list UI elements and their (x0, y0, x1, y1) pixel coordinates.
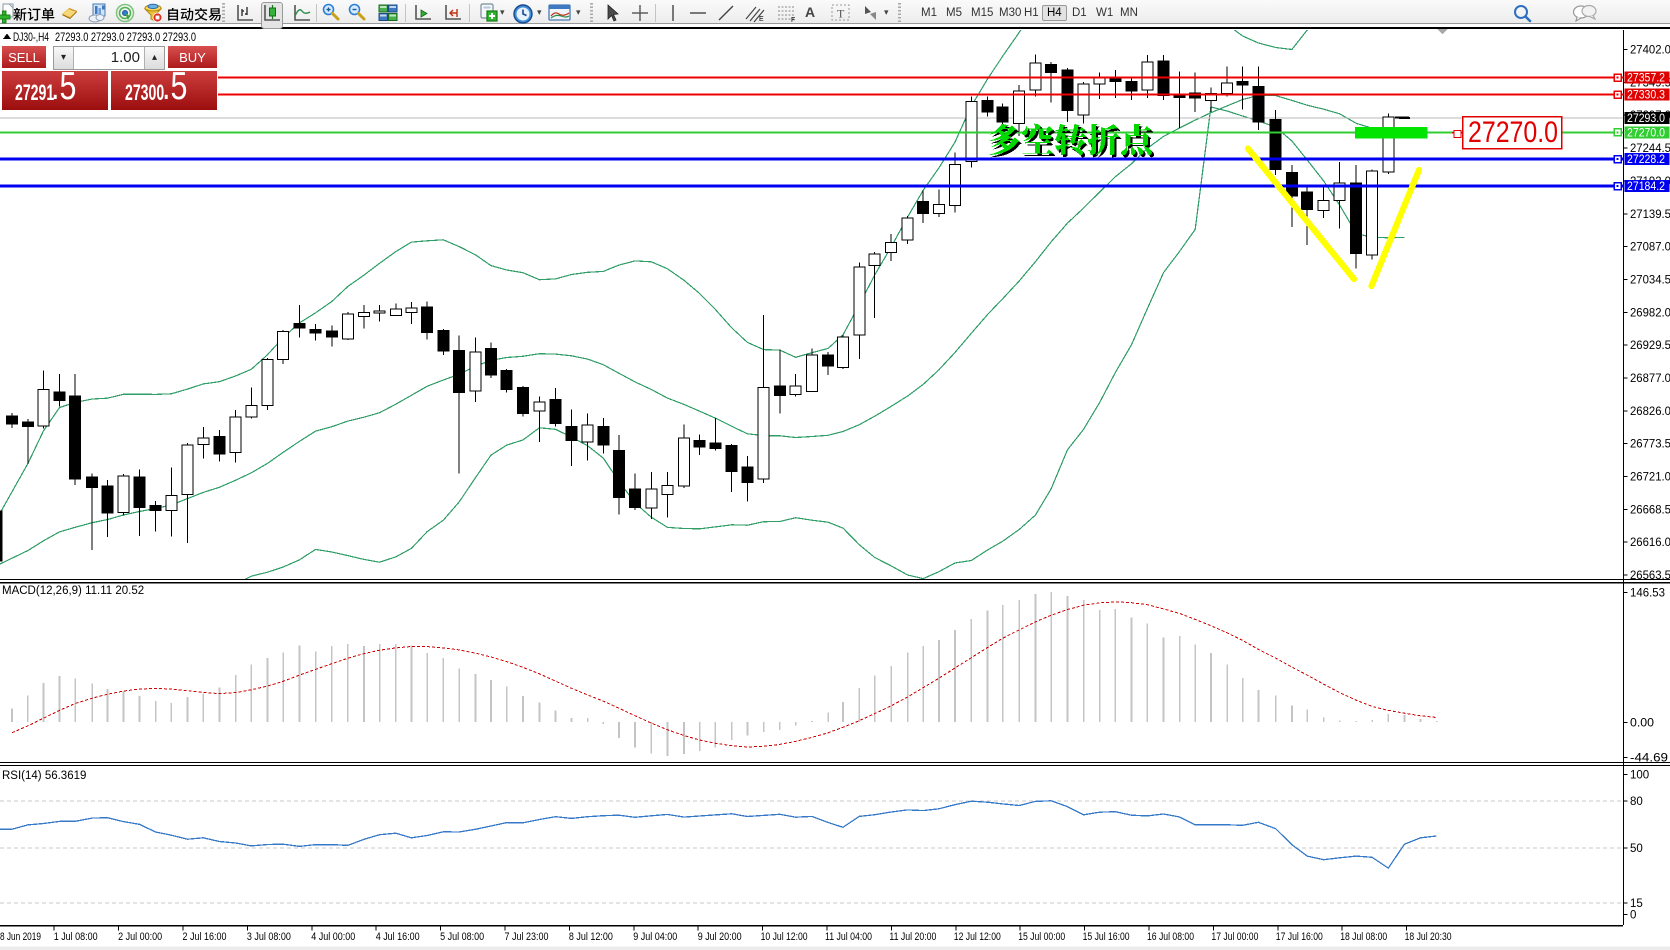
svg-text:2 Jul 00:00: 2 Jul 00:00 (118, 931, 162, 943)
svg-text:27293.0: 27293.0 (1627, 113, 1665, 125)
svg-text:16 Jul 08:00: 16 Jul 08:00 (1147, 931, 1194, 943)
svg-text:27270.0: 27270.0 (1627, 127, 1665, 139)
svg-text:8 Jul 12:00: 8 Jul 12:00 (569, 931, 613, 943)
svg-text:0: 0 (1630, 909, 1636, 921)
svg-text:27228.2: 27228.2 (1627, 154, 1665, 166)
svg-text:26877.0: 26877.0 (1630, 373, 1670, 385)
svg-text:26721.0: 26721.0 (1630, 472, 1670, 484)
svg-text:27293.0 27293.0 27293.0 27293.: 27293.0 27293.0 27293.0 27293.0 (55, 30, 196, 44)
svg-text:RSI(14) 56.3619: RSI(14) 56.3619 (2, 770, 86, 782)
svg-text:T: T (837, 7, 845, 21)
svg-text:26563.5: 26563.5 (1630, 570, 1670, 582)
svg-text:-44.69: -44.69 (1630, 753, 1668, 765)
svg-text:18 Jul 08:00: 18 Jul 08:00 (1340, 931, 1387, 943)
svg-text:26668.5: 26668.5 (1630, 504, 1670, 516)
svg-text:DJ30-,H4: DJ30-,H4 (13, 30, 49, 44)
svg-text:80: 80 (1630, 796, 1643, 808)
svg-text:E: E (759, 16, 764, 23)
svg-text:F: F (791, 17, 795, 23)
svg-text:27087.0: 27087.0 (1630, 242, 1670, 254)
svg-text:146.53: 146.53 (1630, 588, 1665, 600)
svg-text:27139.5: 27139.5 (1630, 209, 1670, 221)
svg-text:7 Jul 23:00: 7 Jul 23:00 (505, 931, 549, 943)
svg-text:4 Jul 00:00: 4 Jul 00:00 (311, 931, 355, 943)
svg-text:27270.0: 27270.0 (1468, 116, 1558, 149)
svg-text:27402.0: 27402.0 (1630, 45, 1670, 57)
svg-text:10 Jul 12:00: 10 Jul 12:00 (761, 931, 808, 943)
svg-text:8 Jun 2019: 8 Jun 2019 (0, 931, 41, 943)
svg-text:26826.0: 26826.0 (1630, 406, 1670, 418)
svg-text:9 Jul 04:00: 9 Jul 04:00 (633, 931, 677, 943)
svg-text:27357.2: 27357.2 (1627, 73, 1665, 85)
svg-text:17 Jul 16:00: 17 Jul 16:00 (1276, 931, 1323, 943)
svg-text:4 Jul 16:00: 4 Jul 16:00 (376, 931, 420, 943)
svg-text:11 Jul 04:00: 11 Jul 04:00 (825, 931, 872, 943)
svg-text:15 Jul 00:00: 15 Jul 00:00 (1018, 931, 1065, 943)
svg-text:27034.5: 27034.5 (1630, 274, 1670, 286)
svg-text:2 Jul 16:00: 2 Jul 16:00 (183, 931, 227, 943)
svg-text:26773.5: 26773.5 (1630, 439, 1670, 451)
svg-text:27184.2: 27184.2 (1627, 181, 1665, 193)
svg-text:17 Jul 00:00: 17 Jul 00:00 (1211, 931, 1258, 943)
svg-text:26616.0: 26616.0 (1630, 537, 1670, 549)
svg-text:18 Jul 20:30: 18 Jul 20:30 (1405, 931, 1452, 943)
svg-text:15 Jul 16:00: 15 Jul 16:00 (1083, 931, 1130, 943)
svg-text:MACD(12,26,9) 11.11 20.52: MACD(12,26,9) 11.11 20.52 (2, 585, 144, 597)
svg-text:3 Jul 08:00: 3 Jul 08:00 (247, 931, 291, 943)
svg-text:26929.5: 26929.5 (1630, 340, 1670, 352)
svg-text:26982.0: 26982.0 (1630, 307, 1670, 319)
svg-text:0.00: 0.00 (1630, 717, 1654, 729)
svg-text:1 Jul 08:00: 1 Jul 08:00 (54, 931, 98, 943)
svg-text:100: 100 (1630, 769, 1649, 781)
svg-text:50: 50 (1630, 843, 1643, 855)
svg-text:27330.3: 27330.3 (1627, 90, 1665, 102)
svg-text:15: 15 (1630, 898, 1643, 910)
svg-text:27244.5: 27244.5 (1630, 143, 1670, 155)
svg-text:5 Jul 08:00: 5 Jul 08:00 (440, 931, 484, 943)
svg-text:9 Jul 20:00: 9 Jul 20:00 (698, 931, 742, 943)
svg-text:11 Jul 20:00: 11 Jul 20:00 (889, 931, 936, 943)
svg-text:12 Jul 12:00: 12 Jul 12:00 (954, 931, 1001, 943)
